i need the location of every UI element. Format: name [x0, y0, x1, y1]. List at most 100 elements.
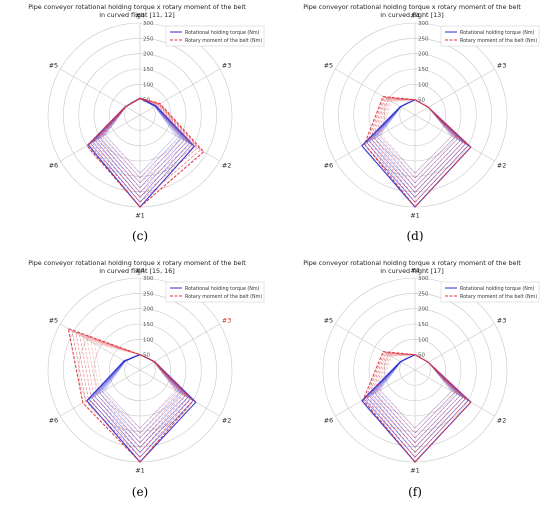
axis-label: #6: [49, 417, 59, 425]
r-tick-label: 150: [418, 67, 429, 73]
belt-series-line: [370, 353, 463, 448]
legend-box: [165, 25, 265, 47]
belt-series-line: [67, 327, 194, 463]
r-tick-label: 200: [143, 307, 154, 313]
legend-box: [165, 281, 265, 303]
legend-label: Rotary moment of the belt (Nm): [460, 294, 537, 300]
r-tick-label: 100: [418, 337, 429, 343]
r-tick-label: 300: [143, 276, 154, 282]
axis-label: #4: [135, 267, 145, 275]
axis-label: #4: [410, 12, 420, 20]
r-tick-label: 50: [418, 353, 425, 359]
grid-spoke: [139, 114, 220, 162]
belt-series-line: [104, 98, 182, 174]
belt-series-line: [101, 98, 185, 179]
belt-series-line: [371, 98, 463, 193]
grid-spoke: [414, 369, 495, 417]
belt-series-line: [75, 332, 189, 453]
axis-label: #6: [49, 162, 59, 170]
r-tick-label: 100: [143, 82, 154, 88]
legend-label: Rotational holding torque (Nm): [185, 286, 260, 292]
grid-spoke: [414, 68, 495, 116]
radar-panel: Pipe conveyor rotational holding torque …: [303, 3, 540, 220]
axis-label: #1: [135, 467, 145, 475]
torque-series-line: [371, 354, 461, 444]
chart-subtitle: in curved flight [15, 16]: [99, 267, 175, 275]
axis-label: #1: [135, 212, 145, 220]
belt-series-line: [363, 96, 472, 208]
axis-label: #2: [222, 162, 232, 170]
torque-series-line: [104, 354, 178, 429]
belt-series-line: [377, 354, 455, 434]
chart-subtitle: in curved flight [17]: [380, 267, 443, 275]
grid-spoke: [335, 323, 416, 371]
legend-label: Rotary moment of the belt (Nm): [460, 38, 537, 44]
r-tick-label: 50: [143, 353, 150, 359]
r-tick-label: 100: [418, 82, 429, 88]
radar-panel: Pipe conveyor rotational holding torque …: [303, 259, 540, 475]
torque-series-line: [379, 354, 453, 429]
panel-caption: (f): [408, 485, 422, 499]
r-tick-label: 250: [418, 36, 429, 42]
legend-label: Rotational holding torque (Nm): [460, 286, 535, 292]
axis-label: #3: [497, 317, 507, 325]
r-tick-label: 250: [143, 36, 154, 42]
axis-label: #1: [410, 212, 420, 220]
axis-label: #4: [135, 12, 145, 20]
r-tick-label: 300: [418, 21, 429, 27]
r-tick-label: 250: [418, 291, 429, 297]
chart-title: Pipe conveyor rotational holding torque …: [303, 3, 521, 11]
r-tick-label: 50: [418, 98, 425, 104]
belt-series-line: [86, 339, 181, 439]
grid-spoke: [414, 114, 495, 162]
radar-panel: Pipe conveyor rotational holding torque …: [28, 3, 265, 220]
belt-series-line: [89, 97, 201, 203]
r-tick-label: 200: [418, 307, 429, 313]
grid-spoke: [60, 323, 141, 371]
r-tick-label: 300: [143, 21, 154, 27]
torque-series-line: [376, 99, 455, 179]
torque-series-line: [371, 99, 461, 189]
grid-spoke: [60, 68, 141, 116]
grid-spoke: [414, 323, 495, 371]
axis-label: #5: [49, 62, 59, 70]
r-tick-label: 100: [143, 337, 154, 343]
axis-label: #5: [324, 317, 334, 325]
panel-caption: (e): [131, 485, 149, 499]
axis-label: #5: [324, 62, 334, 70]
r-tick-label: 150: [418, 322, 429, 328]
belt-series-line: [99, 98, 188, 184]
radar-panel: Pipe conveyor rotational holding torque …: [28, 259, 265, 475]
axis-label: #4: [410, 267, 420, 275]
torque-series-line: [379, 99, 453, 174]
belt-series-line: [365, 352, 469, 458]
r-tick-label: 200: [143, 52, 154, 58]
axis-label: #3: [222, 317, 232, 325]
r-tick-label: 150: [143, 322, 154, 328]
axis-label: #2: [497, 417, 507, 425]
belt-series-line: [380, 354, 453, 429]
chart-subtitle: in curved flight [11, 12]: [99, 11, 175, 19]
torque-series-line: [101, 354, 180, 434]
r-tick-label: 300: [418, 276, 429, 282]
axis-label: #6: [324, 417, 334, 425]
grid-spoke: [139, 323, 220, 371]
legend-label: Rotary moment of the belt (Nm): [185, 294, 262, 300]
panel-caption: (c): [131, 229, 149, 243]
chart-title: Pipe conveyor rotational holding torque …: [28, 259, 246, 267]
chart-title: Pipe conveyor rotational holding torque …: [303, 259, 521, 267]
legend-box: [440, 25, 540, 47]
belt-series-line: [71, 330, 191, 458]
torque-series-line: [102, 98, 179, 179]
belt-series-line: [94, 343, 176, 429]
r-tick-label: 200: [418, 52, 429, 58]
r-tick-label: 250: [143, 291, 154, 297]
legend-box: [440, 281, 540, 303]
panel-caption: (d): [406, 229, 424, 243]
r-tick-label: 150: [143, 67, 154, 73]
grid-spoke: [139, 68, 220, 116]
axis-label: #2: [222, 417, 232, 425]
belt-series-line: [362, 351, 472, 463]
